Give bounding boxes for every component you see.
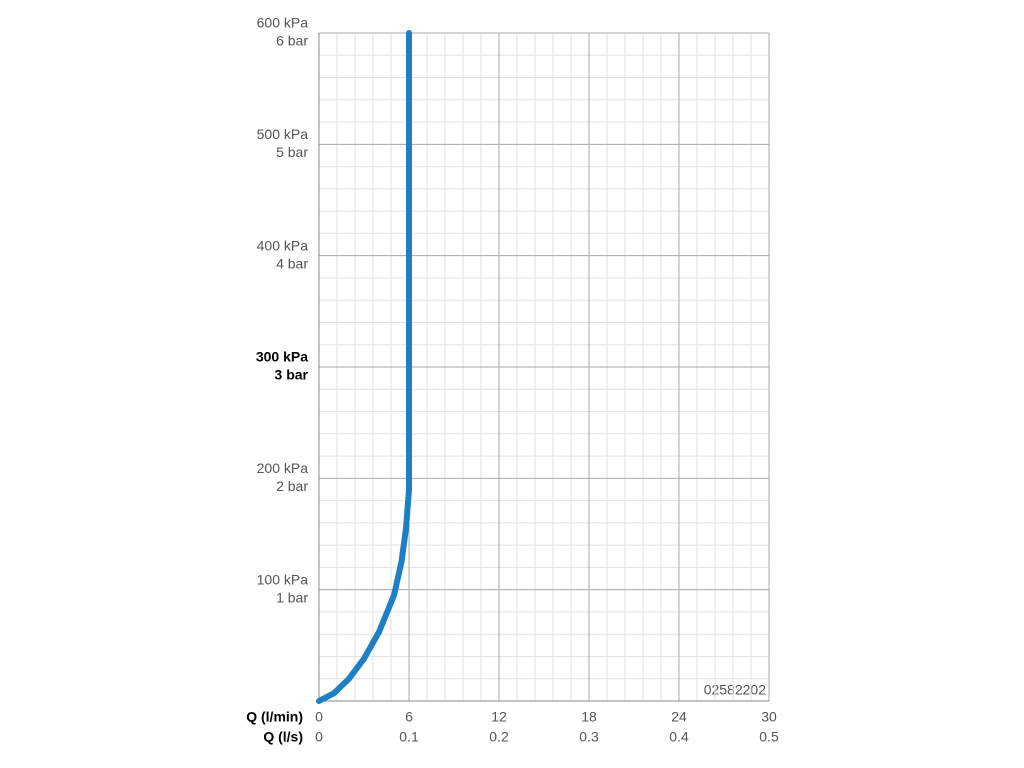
y-tick-label-bar: 3 bar xyxy=(275,367,309,383)
x-tick-label: 24 xyxy=(671,709,687,725)
y-tick-label: 400 kPa xyxy=(257,237,309,253)
y-tick-label: 200 kPa xyxy=(257,460,309,476)
x-tick-label-ls: 0.1 xyxy=(399,729,419,745)
y-tick-label: 600 kPa xyxy=(257,15,309,31)
y-tick-label-bar: 6 bar xyxy=(276,33,308,49)
x-tick-label-ls: 0.5 xyxy=(759,729,779,745)
x-tick-label: 18 xyxy=(581,709,597,725)
y-tick-label-bar: 1 bar xyxy=(276,589,308,605)
y-tick-label: 300 kPa xyxy=(256,349,308,365)
x-tick-label: 12 xyxy=(491,709,507,725)
x-axis-label-ls: Q (l/s) xyxy=(263,729,303,745)
x-tick-label-ls: 0.3 xyxy=(579,729,599,745)
x-tick-label-ls: 0 xyxy=(315,729,323,745)
y-tick-label-bar: 5 bar xyxy=(276,144,308,160)
y-tick-label-bar: 4 bar xyxy=(276,255,308,271)
x-tick-label: 30 xyxy=(761,709,777,725)
annotation: 02582202 xyxy=(704,682,767,698)
y-tick-label-bar: 2 bar xyxy=(276,478,308,494)
x-tick-label-ls: 0.4 xyxy=(669,729,689,745)
x-axis-label: Q (l/min) xyxy=(246,709,303,725)
x-tick-label: 0 xyxy=(315,709,323,725)
y-tick-label: 500 kPa xyxy=(257,126,309,142)
x-tick-label-ls: 0.2 xyxy=(489,729,509,745)
x-tick-label: 6 xyxy=(405,709,413,725)
y-tick-label: 100 kPa xyxy=(257,571,309,587)
line-series xyxy=(316,30,412,704)
